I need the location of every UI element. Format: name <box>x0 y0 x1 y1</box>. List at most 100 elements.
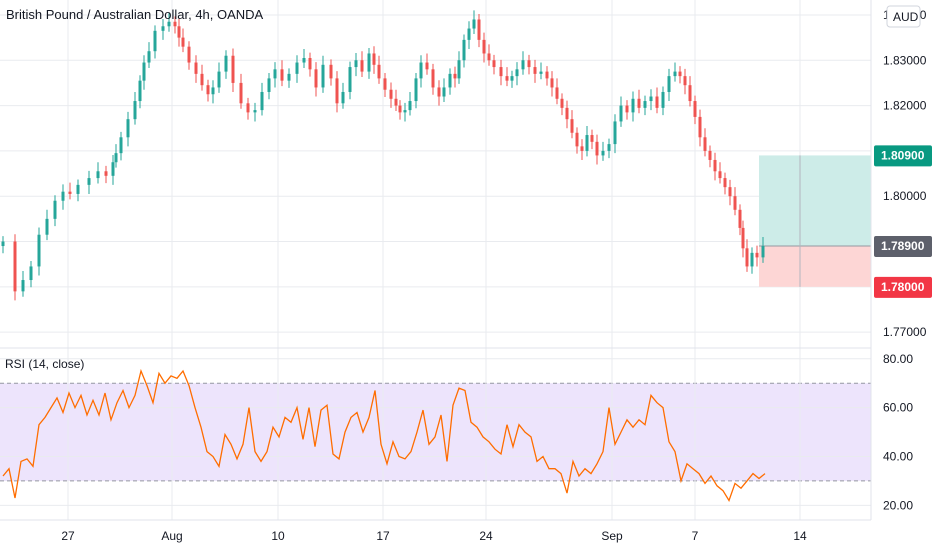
position-target-zone[interactable] <box>759 155 871 247</box>
candle <box>661 86 665 116</box>
candle <box>389 82 393 108</box>
candle <box>153 25 157 59</box>
candle <box>126 111 130 147</box>
candle <box>453 66 457 88</box>
candle <box>367 48 371 79</box>
currency-button-label: AUD <box>893 10 919 24</box>
candle <box>260 82 264 116</box>
candle <box>467 21 471 49</box>
time-axis-tick: 24 <box>479 529 493 543</box>
candle <box>718 162 722 184</box>
rsi-axis-tick: 80.00 <box>883 352 913 366</box>
candle <box>590 129 594 150</box>
candle <box>607 138 611 159</box>
candle <box>187 41 191 70</box>
candle <box>329 59 333 86</box>
candle <box>21 270 25 297</box>
candle <box>580 139 584 160</box>
rsi-panel <box>0 358 871 506</box>
candle <box>29 261 33 288</box>
candle <box>377 55 381 84</box>
candle <box>383 72 387 97</box>
currency-button[interactable]: AUD <box>886 5 921 28</box>
candle <box>360 51 364 78</box>
candle <box>448 68 452 95</box>
candle <box>194 55 198 83</box>
time-axis-tick: 10 <box>271 529 285 543</box>
stop-price-tag: 1.78000 <box>874 276 932 298</box>
candle <box>167 12 171 32</box>
candle <box>321 55 325 93</box>
candle <box>521 51 525 75</box>
rsi-axis[interactable]: 80.00 60.00 40.00 20.00 <box>883 352 913 513</box>
candle <box>693 95 697 125</box>
candle <box>761 236 765 263</box>
entry-price-label: 1.78900 <box>881 239 925 253</box>
candle <box>723 172 727 195</box>
candle <box>643 95 647 116</box>
candle <box>335 71 339 113</box>
candle <box>142 55 146 90</box>
candle <box>698 109 702 147</box>
candle <box>253 102 257 122</box>
candle <box>741 220 745 258</box>
rsi-band <box>0 383 871 481</box>
candle <box>111 154 115 185</box>
candlestick-series <box>1 10 765 301</box>
candle <box>708 145 712 168</box>
candle <box>750 247 754 274</box>
candle <box>414 72 418 109</box>
candle <box>595 134 599 165</box>
candle <box>68 182 72 200</box>
price-axis-tick: 1.77000 <box>883 325 927 339</box>
candle <box>287 68 291 88</box>
candle <box>637 89 641 114</box>
candle <box>348 61 352 100</box>
rsi-line <box>2 368 766 503</box>
candle <box>649 89 653 111</box>
candle <box>545 66 549 86</box>
candle <box>394 89 398 112</box>
candle <box>114 144 118 168</box>
candle <box>231 48 235 92</box>
target-price-label: 1.80900 <box>881 148 925 162</box>
rsi-axis-tick: 60.00 <box>883 401 913 415</box>
candle <box>462 34 466 68</box>
candle <box>575 127 579 154</box>
candle <box>477 14 481 48</box>
candle <box>601 141 605 161</box>
candle <box>177 19 181 47</box>
candle <box>555 78 559 105</box>
stop-price-label: 1.78000 <box>881 280 925 294</box>
candle <box>738 204 742 236</box>
price-grid <box>0 14 871 333</box>
rsi-axis-tick: 20.00 <box>883 498 913 512</box>
candle <box>539 62 543 80</box>
candle <box>533 59 537 83</box>
rsi-axis-tick: 40.00 <box>883 449 913 463</box>
candle <box>181 28 185 53</box>
rsi-title[interactable]: RSI (14, close) <box>5 357 84 371</box>
symbol-title[interactable]: British Pound / Australian Dollar, 4h, O… <box>6 7 264 22</box>
candle <box>437 80 441 106</box>
candle <box>492 54 496 75</box>
price-axis-tick: 1.80000 <box>883 189 927 203</box>
position-stop-zone[interactable] <box>759 246 871 287</box>
candle <box>161 19 165 40</box>
candle <box>217 62 221 93</box>
candle <box>703 128 707 157</box>
candle <box>302 48 306 68</box>
time-axis[interactable]: 27 Aug 10 17 24 Sep 7 14 <box>61 529 807 543</box>
candle <box>211 80 215 104</box>
candle <box>246 97 250 120</box>
candle <box>173 16 177 34</box>
candle <box>147 42 151 68</box>
candle <box>419 55 423 88</box>
candle <box>683 68 687 95</box>
candle <box>745 239 749 272</box>
candle <box>104 165 108 184</box>
candle <box>200 64 204 91</box>
time-axis-tick: Sep <box>601 529 623 543</box>
price-axis-tick: 1.83000 <box>883 53 927 67</box>
